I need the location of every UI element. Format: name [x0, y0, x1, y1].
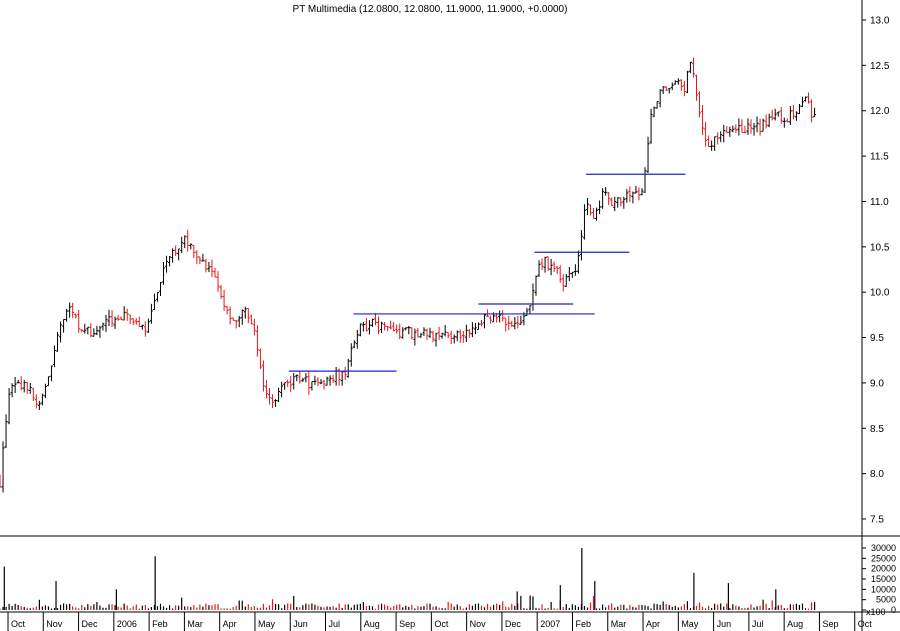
month-label: Aug: [787, 619, 803, 629]
price-tick-label: 13.0: [870, 16, 890, 27]
month-label: Feb: [575, 619, 591, 629]
month-label: Jun: [717, 619, 732, 629]
chart-title: PT Multimedia (12.0800, 12.0800, 11.9000…: [293, 4, 568, 15]
price-tick-label: 9.0: [870, 378, 884, 389]
month-label: Jul: [752, 619, 764, 629]
month-label: Mar: [611, 619, 627, 629]
price-tick-label: 12.0: [870, 106, 890, 117]
month-label: Apr: [646, 619, 660, 629]
month-label: Mar: [187, 619, 203, 629]
volume-tick-label: 15000: [871, 574, 896, 584]
month-label: 2006: [117, 619, 137, 629]
month-label: May: [258, 619, 276, 629]
price-tick-label: 8.0: [870, 469, 884, 480]
volume-tick-label: 30000: [871, 543, 896, 553]
volume-tick-label: 5000: [876, 595, 896, 605]
month-label: Apr: [223, 619, 237, 629]
month-label: Dec: [82, 619, 99, 629]
price-tick-label: 11.0: [870, 197, 889, 208]
price-tick-label: 12.5: [870, 61, 890, 72]
price-tick-label: 10.0: [870, 288, 890, 299]
month-label: Nov: [46, 619, 63, 629]
volume-panel: [0, 548, 816, 610]
month-label: Sep: [399, 619, 415, 629]
price-panel: [0, 57, 817, 493]
month-label: Oct: [11, 619, 26, 629]
month-label: May: [681, 619, 699, 629]
price-tick-label: 9.5: [870, 333, 884, 344]
volume-tick-label: 0: [891, 605, 896, 615]
month-label: Sep: [822, 619, 838, 629]
month-label: Dec: [505, 619, 522, 629]
month-label: Nov: [470, 619, 487, 629]
month-label: Jun: [293, 619, 308, 629]
volume-tick-label: 20000: [871, 564, 896, 574]
month-label: Feb: [152, 619, 168, 629]
price-tick-label: 7.5: [870, 515, 884, 526]
month-label: Oct: [434, 619, 449, 629]
month-label: Jul: [329, 619, 341, 629]
month-label: Oct: [858, 619, 873, 629]
volume-tick-label: 10000: [871, 584, 896, 594]
month-label: Aug: [364, 619, 380, 629]
volume-tick-label: 25000: [871, 553, 896, 563]
price-tick-label: 11.5: [870, 152, 889, 163]
price-tick-label: 8.5: [870, 424, 884, 435]
volume-scale-label: x100: [866, 607, 886, 617]
month-label: 2007: [540, 619, 560, 629]
price-tick-label: 10.5: [870, 242, 890, 253]
